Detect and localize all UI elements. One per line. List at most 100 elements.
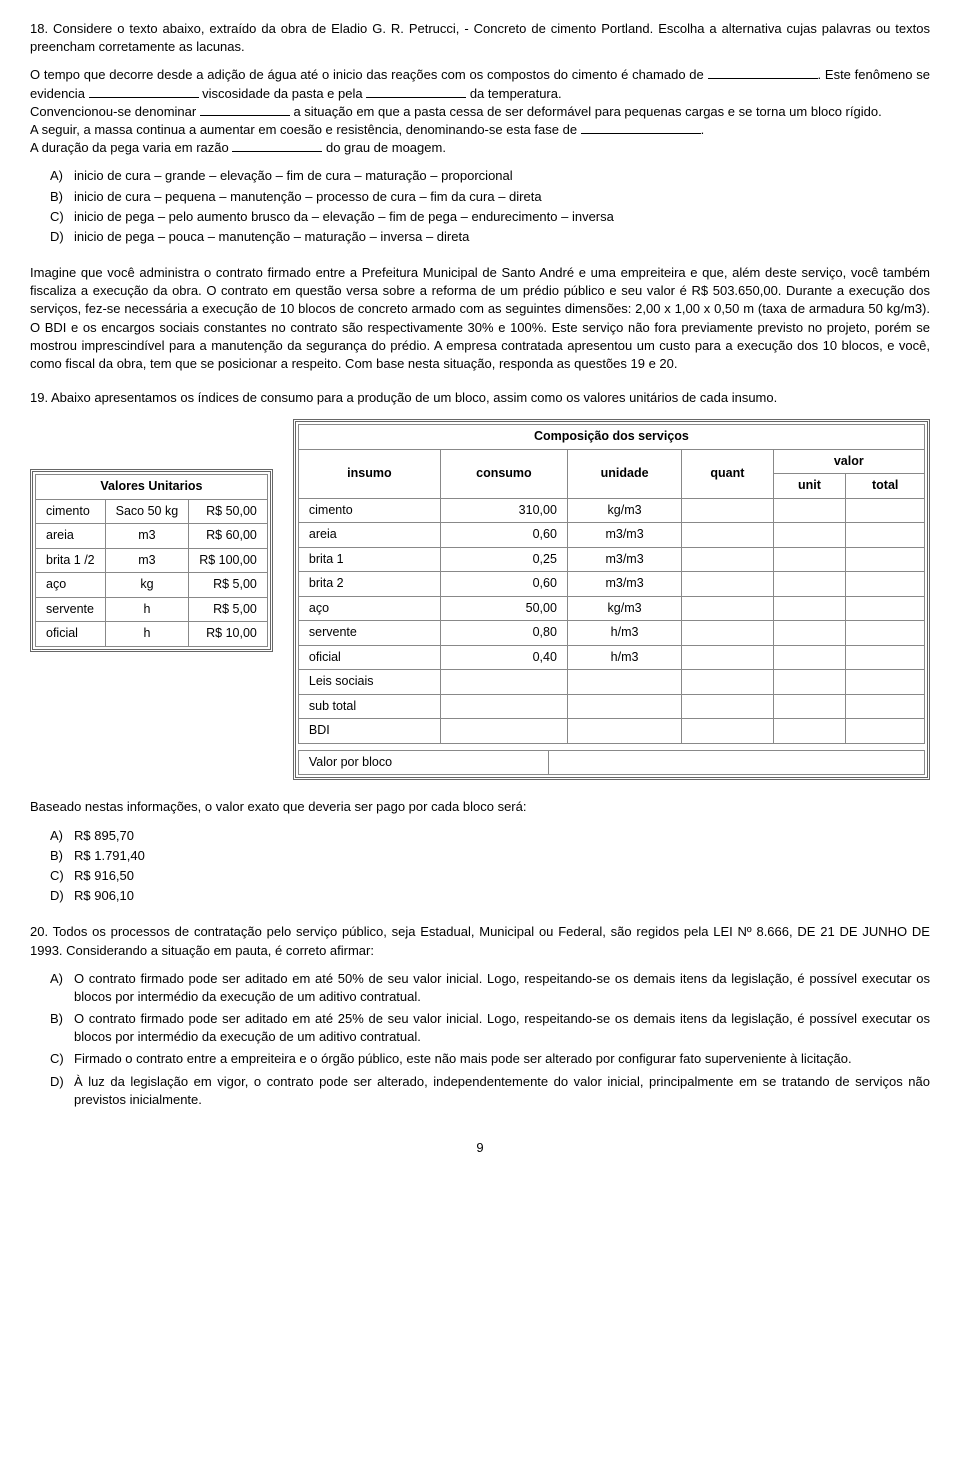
table-cell: areia xyxy=(36,524,106,549)
q19-options: A)R$ 895,70B)R$ 1.791,40C)R$ 916,50D)R$ … xyxy=(50,827,930,906)
option-row: C)inicio de pega – pelo aumento brusco d… xyxy=(50,208,930,226)
table-cell xyxy=(846,645,925,670)
table-cell: m3/m3 xyxy=(567,547,681,572)
table-cell: areia xyxy=(298,523,440,548)
table-cell: h xyxy=(105,597,189,622)
table-cell: 50,00 xyxy=(440,596,567,621)
option-text: À luz da legislação em vigor, o contrato… xyxy=(74,1073,930,1109)
table-row: aço50,00kg/m3 xyxy=(298,596,924,621)
option-text: Firmado o contrato entre a empreiteira e… xyxy=(74,1050,930,1068)
q18-seg4b: do grau de moagem. xyxy=(322,140,446,155)
q18-seg1a: O tempo que decorre desde a adição de ág… xyxy=(30,67,708,82)
table-cell xyxy=(773,572,846,597)
table-cell xyxy=(682,498,773,523)
blank xyxy=(366,86,466,98)
table-cell xyxy=(773,498,846,523)
option-letter: A) xyxy=(50,970,74,1006)
table-cell xyxy=(846,547,925,572)
table-cell xyxy=(846,694,925,719)
unit-values-table-wrap: Valores Unitarios cimentoSaco 50 kgR$ 50… xyxy=(30,469,273,652)
q18-intro-text: Considere o texto abaixo, extraído da ob… xyxy=(30,21,930,54)
table-cell: oficial xyxy=(36,622,106,647)
option-letter: C) xyxy=(50,208,74,226)
composition-footer-table: Valor por bloco xyxy=(298,750,925,776)
table-cell: servente xyxy=(36,597,106,622)
table-row: areia0,60m3/m3 xyxy=(298,523,924,548)
table-cell: 0,60 xyxy=(440,572,567,597)
table-cell xyxy=(682,645,773,670)
unit-values-table: Valores Unitarios cimentoSaco 50 kgR$ 50… xyxy=(35,474,268,647)
table-row: cimentoSaco 50 kgR$ 50,00 xyxy=(36,499,268,524)
table-cell xyxy=(440,670,567,695)
option-row: A)O contrato firmado pode ser aditado em… xyxy=(50,970,930,1006)
blank xyxy=(200,104,290,116)
comp-table-title: Composição dos serviços xyxy=(298,425,924,450)
table-cell: kg/m3 xyxy=(567,596,681,621)
table-cell: oficial xyxy=(298,645,440,670)
question-18: 18. Considere o texto abaixo, extraído d… xyxy=(30,20,930,246)
option-letter: B) xyxy=(50,1010,74,1046)
table-cell: m3 xyxy=(105,524,189,549)
option-text: inicio de cura – grande – elevação – fim… xyxy=(74,168,513,183)
table-cell: h xyxy=(105,622,189,647)
table-row: brita 1 /2m3R$ 100,00 xyxy=(36,548,268,573)
comp-head-valor: valor xyxy=(773,449,924,474)
table-cell xyxy=(682,572,773,597)
table-cell xyxy=(682,596,773,621)
q20-intro-text: Todos os processos de contratação pelo s… xyxy=(30,924,930,957)
option-row: D)R$ 906,10 xyxy=(50,887,930,905)
table-cell: R$ 5,00 xyxy=(189,597,268,622)
table-cell xyxy=(846,523,925,548)
table-cell xyxy=(567,694,681,719)
table-cell xyxy=(846,621,925,646)
table-cell xyxy=(773,645,846,670)
table-cell: 310,00 xyxy=(440,498,567,523)
table-cell: R$ 5,00 xyxy=(189,573,268,598)
option-letter: A) xyxy=(50,167,74,185)
table-cell xyxy=(773,523,846,548)
table-cell: aço xyxy=(36,573,106,598)
table-cell: brita 2 xyxy=(298,572,440,597)
option-letter: D) xyxy=(50,887,74,905)
blank xyxy=(708,67,818,79)
table-cell: aço xyxy=(298,596,440,621)
option-letter: B) xyxy=(50,188,74,206)
table-cell xyxy=(682,670,773,695)
q20-number: 20. xyxy=(30,924,48,939)
table-cell xyxy=(682,547,773,572)
option-row: D)À luz da legislação em vigor, o contra… xyxy=(50,1073,930,1109)
table-cell: sub total xyxy=(298,694,440,719)
table-cell xyxy=(846,498,925,523)
table-cell: R$ 60,00 xyxy=(189,524,268,549)
comp-head-insumo: insumo xyxy=(298,449,440,498)
q18-options: A)inicio de cura – grande – elevação – f… xyxy=(50,167,930,246)
table-cell: cimento xyxy=(36,499,106,524)
table-cell: m3 xyxy=(105,548,189,573)
table-row: sub total xyxy=(298,694,924,719)
option-text: R$ 1.791,40 xyxy=(74,848,145,863)
option-row: B)O contrato firmado pode ser aditado em… xyxy=(50,1010,930,1046)
blank xyxy=(89,86,199,98)
option-text: inicio de pega – pelo aumento brusco da … xyxy=(74,209,614,224)
table-row: oficialhR$ 10,00 xyxy=(36,622,268,647)
table-row: brita 10,25m3/m3 xyxy=(298,547,924,572)
option-letter: D) xyxy=(50,1073,74,1109)
comp-head-unidade: unidade xyxy=(567,449,681,498)
table-cell: m3/m3 xyxy=(567,523,681,548)
comp-head-total: total xyxy=(846,474,925,499)
comp-head-quant: quant xyxy=(682,449,773,498)
table-cell: servente xyxy=(298,621,440,646)
option-row: C)Firmado o contrato entre a empreiteira… xyxy=(50,1050,930,1068)
table-cell xyxy=(682,719,773,744)
table-row: BDI xyxy=(298,719,924,744)
option-letter: C) xyxy=(50,867,74,885)
table-cell xyxy=(846,596,925,621)
table-cell xyxy=(846,670,925,695)
q18-seg2b: a situação em que a pasta cessa de ser d… xyxy=(290,104,882,119)
table-cell: R$ 100,00 xyxy=(189,548,268,573)
table-cell: cimento xyxy=(298,498,440,523)
q19-number: 19. xyxy=(30,390,48,405)
option-text: O contrato firmado pode ser aditado em a… xyxy=(74,970,930,1006)
table-cell: h/m3 xyxy=(567,621,681,646)
valor-por-bloco-label: Valor por bloco xyxy=(298,750,548,775)
